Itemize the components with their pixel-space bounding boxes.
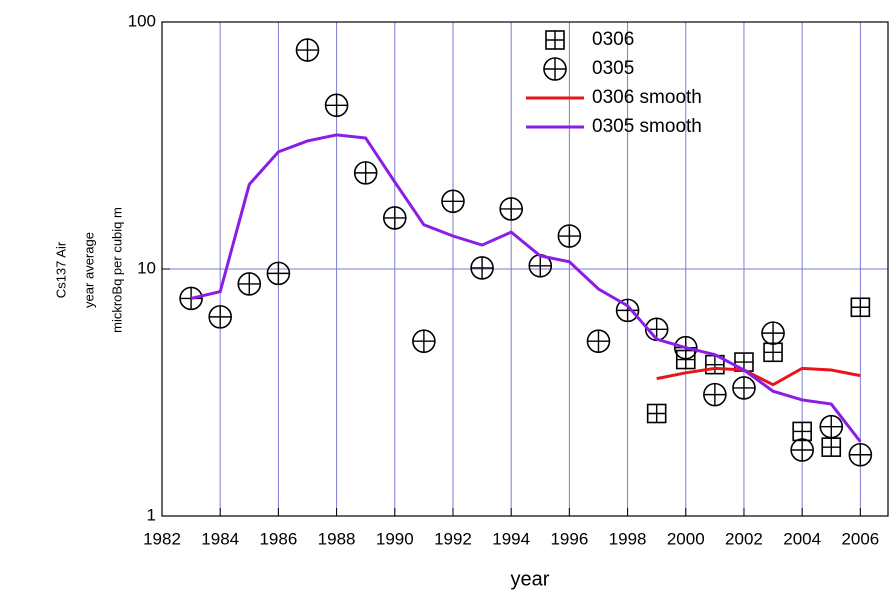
circle-marker — [557, 224, 582, 248]
y-axis-label-line: year average — [81, 232, 96, 308]
x-tick-label: 1982 — [143, 529, 181, 548]
y-tick-label: 10 — [137, 258, 156, 277]
x-tick-label: 1992 — [434, 529, 472, 548]
x-tick-label: 1996 — [550, 529, 588, 548]
circle-marker — [324, 93, 349, 118]
smooth-line — [190, 133, 862, 443]
legend-label: 0306 smooth — [592, 87, 702, 108]
y-tick-label: 100 — [128, 11, 156, 30]
y-tick-label: 1 — [147, 505, 156, 524]
y-axis-label-line: Cs137 Air — [53, 241, 68, 298]
x-tick-label: 1990 — [376, 529, 414, 548]
legend-item: 0306 — [545, 29, 634, 50]
circle-marker — [499, 197, 523, 221]
x-tick-label: 2002 — [725, 529, 763, 548]
y-axis-label-line: mickroBq per cubiq m — [109, 207, 124, 333]
circle-marker — [295, 38, 320, 62]
circle-marker — [819, 414, 844, 439]
x-tick-label: 1986 — [259, 529, 297, 548]
x-axis-label: year — [511, 568, 550, 590]
x-tick-label: 1998 — [609, 529, 647, 548]
square-marker — [545, 30, 565, 50]
legend-label: 0305 — [592, 58, 634, 79]
smooth-line — [656, 366, 861, 387]
x-tick-label: 1988 — [318, 529, 356, 548]
square-marker — [792, 421, 812, 442]
x-tick-label: 2006 — [841, 529, 879, 548]
x-tick-label: 2000 — [667, 529, 705, 548]
circle-marker — [266, 261, 291, 286]
square-marker — [763, 342, 783, 363]
circle-marker — [586, 329, 611, 354]
legend-item: 0306 smooth — [526, 87, 702, 108]
x-tick-label: 2004 — [783, 529, 821, 548]
x-tick-label: 1994 — [492, 529, 530, 548]
circle-marker — [208, 305, 232, 329]
circle-marker — [761, 321, 785, 345]
circle-marker — [353, 161, 378, 185]
square-marker — [821, 437, 842, 457]
circle-marker — [412, 329, 436, 354]
circle-marker — [470, 256, 494, 280]
y-axis-label: Cs137 Air year average mickroBq per cubi… — [53, 207, 124, 333]
square-marker — [646, 403, 667, 424]
circle-marker — [237, 272, 262, 296]
plot-frame — [161, 21, 889, 517]
legend-label: 0306 — [592, 29, 634, 50]
circle-marker — [543, 57, 567, 81]
legend-item: 0305 — [543, 57, 634, 81]
legend-label: 0305 smooth — [592, 116, 702, 137]
circle-marker — [732, 376, 756, 400]
x-tick-label: 1984 — [201, 529, 239, 548]
circle-marker — [848, 442, 873, 467]
circle-marker — [441, 189, 465, 214]
circle-marker — [615, 298, 640, 323]
legend-item: 0305 smooth — [526, 116, 702, 137]
square-marker — [850, 297, 871, 318]
circle-marker — [382, 206, 407, 230]
circle-marker — [703, 382, 727, 407]
circle-marker — [790, 438, 814, 462]
